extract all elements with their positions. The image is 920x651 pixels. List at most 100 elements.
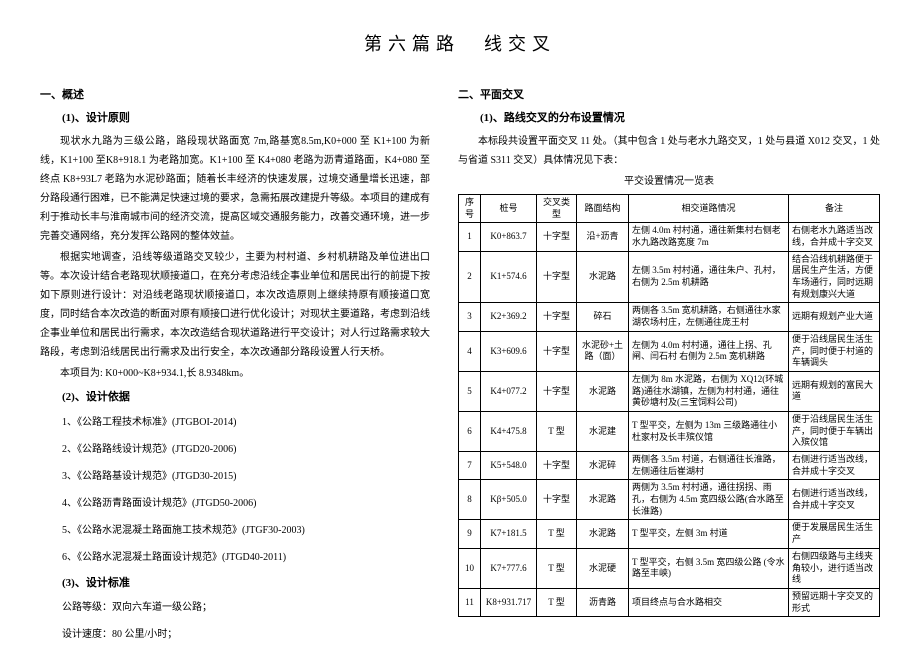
intersection-table: 序号 桩号 交叉类型 路面结构 相交道路情况 备注 1K0+863.7十字型沿+… [458,194,880,617]
table-cell: 十字型 [537,223,577,251]
table-cell: 两侧为 3.5m 村村通，通往拐拐、雨孔，右侧为 4.5m 宽四级公路(合水路至… [629,480,789,520]
table-cell: 8 [459,480,481,520]
table-cell: 左侧为 4.0m 村村通，通往上拐、孔闸、闫石村 右侧为 2.5m 宽机耕路 [629,331,789,371]
table-cell: K7+777.6 [481,548,537,588]
heading-design-principle: (1)、设计原则 [62,110,430,128]
table-cell: K2+369.2 [481,303,537,331]
table-cell: 左侧 4.0m 村村通，通往新集村右侧老水九路改路宽度 7m [629,223,789,251]
th-remark: 备注 [789,194,880,222]
table-cell: 便于沿线居民生活生产，同时便于车辆出入殡仪馆 [789,411,880,451]
table-cell: 结合沿线机耕路便于居民生产生活，方便车场通行，同时远期有规划康兴大道 [789,251,880,303]
heading-design-standard: (3)、设计标准 [62,575,430,593]
basis-item: 3、《公路路基设计规范》(JTGD30-2015) [62,466,430,488]
table-cell: T 型平交，左侧为 13m 三级路通往小杜家村及长丰殡仪馆 [629,411,789,451]
table-cell: 水泥碎 [577,452,629,480]
standard-item: 公路等级：双向六车道一级公路； [62,597,430,619]
table-cell: 水泥建 [577,411,629,451]
table-cell: 右侧老水九路适当改线，合并成十字交叉 [789,223,880,251]
table-cell: K5+548.0 [481,452,537,480]
th-intersection: 相交道路情况 [629,194,789,222]
table-cell: 右侧四级路与主线夹角较小，进行适当改线 [789,548,880,588]
table-cell: 十字型 [537,303,577,331]
overview-para-3: 本项目为: K0+000~K8+934.1,长 8.9348km。 [40,364,430,383]
th-seq: 序号 [459,194,481,222]
overview-para-1: 现状水九路为三级公路，路段现状路面宽 7m,路基宽8.5m,K0+000 至 K… [40,132,430,246]
table-cell: 7 [459,452,481,480]
table-row: 4K3+609.6十字型水泥砂+土路（面）左侧为 4.0m 村村通，通往上拐、孔… [459,331,880,371]
table-cell: 两侧各 3.5m 宽机耕路，右侧通往水家湖农场村庄，左侧通往庞王村 [629,303,789,331]
table-cell: 5 [459,371,481,411]
table-header-row: 序号 桩号 交叉类型 路面结构 相交道路情况 备注 [459,194,880,222]
table-cell: K0+863.7 [481,223,537,251]
table-row: 11K8+931.717T 型沥青路项目终点与合水路相交预留远期十字交叉的形式 [459,588,880,616]
standard-item: 设计速度：80 公里/小时； [62,624,430,646]
table-row: 10K7+777.6T 型水泥硬T 型平交，右侧 3.5m 宽四级公路 (令水路… [459,548,880,588]
basis-item: 1、《公路工程技术标准》(JTGBOI-2014) [62,412,430,434]
table-cell: K8+931.717 [481,588,537,616]
table-cell: 便于沿线居民生活生产，同时便于村道的车辆调头 [789,331,880,371]
table-row: 2K1+574.6十字型水泥路左侧 3.5m 村村通，通往朱户、孔村，右侧为 2… [459,251,880,303]
table-row: 7K5+548.0十字型水泥碎两侧各 3.5m 村道，右侧通往长淮路，左侧通往后… [459,452,880,480]
table-cell: 水泥路 [577,520,629,548]
heading-plane-cross: 二、平面交叉 [458,87,880,105]
table-cell: 左侧为 8m 水泥路，右侧为 XQ12(环城路)通往水湖镇，左侧为村村通，通往黄… [629,371,789,411]
table-cell: Kβ+505.0 [481,480,537,520]
table-caption: 平交设置情况一览表 [458,174,880,190]
table-body: 1K0+863.7十字型沿+沥青左侧 4.0m 村村通，通往新集村右侧老水九路改… [459,223,880,617]
table-cell: T 型 [537,548,577,588]
table-cell: 远期有规划的富民大道 [789,371,880,411]
table-cell: 预留远期十字交叉的形式 [789,588,880,616]
table-cell: K1+574.6 [481,251,537,303]
table-cell: T 型平交，左侧 3m 村道 [629,520,789,548]
left-column: 一、概述 (1)、设计原则 现状水九路为三级公路，路段现状路面宽 7m,路基宽8… [40,79,430,651]
table-cell: 沥青路 [577,588,629,616]
table-cell: 两侧各 3.5m 村道，右侧通往长淮路，左侧通往后崔湖村 [629,452,789,480]
table-cell: 十字型 [537,480,577,520]
table-row: 9K7+181.5T 型水泥路T 型平交，左侧 3m 村道便于发展居民生活生产 [459,520,880,548]
table-cell: K4+077.2 [481,371,537,411]
overview-para-2: 根据实地调查，沿线等级道路交叉较少，主要为村村道、乡村机耕路及单位进出口等。本次… [40,248,430,362]
table-cell: 十字型 [537,452,577,480]
th-stake: 桩号 [481,194,537,222]
table-cell: 十字型 [537,371,577,411]
table-cell: 左侧 3.5m 村村通，通往朱户、孔村，右侧为 2.5m 机耕路 [629,251,789,303]
table-cell: T 型 [537,411,577,451]
table-cell: 水泥砂+土路（面） [577,331,629,371]
table-cell: 右侧进行适当改线，合并成十字交叉 [789,480,880,520]
basis-item: 5、《公路水泥混凝土路面施工技术规范》(JTGF30-2003) [62,520,430,542]
basis-item: 6、《公路水泥混凝土路面设计规范》(JTGD40-2011) [62,547,430,569]
table-cell: 碎石 [577,303,629,331]
table-cell: K3+609.6 [481,331,537,371]
table-row: 5K4+077.2十字型水泥路左侧为 8m 水泥路，右侧为 XQ12(环城路)通… [459,371,880,411]
plane-para-1: 本标段共设置平面交叉 11 处。（其中包含 1 处与老水九路交叉，1 处与县道 … [458,132,880,170]
table-cell: 十字型 [537,251,577,303]
table-cell: 1 [459,223,481,251]
table-cell: 项目终点与合水路相交 [629,588,789,616]
table-cell: 水泥路 [577,480,629,520]
table-cell: 水泥硬 [577,548,629,588]
table-cell: 2 [459,251,481,303]
table-row: 1K0+863.7十字型沿+沥青左侧 4.0m 村村通，通往新集村右侧老水九路改… [459,223,880,251]
table-row: 6K4+475.8T 型水泥建T 型平交，左侧为 13m 三级路通往小杜家村及长… [459,411,880,451]
right-column: 二、平面交叉 (1)、路线交叉的分布设置情况 本标段共设置平面交叉 11 处。（… [458,79,880,651]
table-row: 8Kβ+505.0十字型水泥路两侧为 3.5m 村村通，通往拐拐、雨孔，右侧为 … [459,480,880,520]
table-cell: K7+181.5 [481,520,537,548]
table-cell: 沿+沥青 [577,223,629,251]
table-cell: 4 [459,331,481,371]
table-cell: T 型平交，右侧 3.5m 宽四级公路 (令水路至丰峡) [629,548,789,588]
table-cell: T 型 [537,588,577,616]
page-title: 第六篇路 线交叉 [40,30,880,59]
two-column-layout: 一、概述 (1)、设计原则 现状水九路为三级公路，路段现状路面宽 7m,路基宽8… [40,79,880,651]
heading-distribution: (1)、路线交叉的分布设置情况 [480,110,880,128]
table-cell: 11 [459,588,481,616]
table-cell: 右侧进行适当改线，合并成十字交叉 [789,452,880,480]
table-row: 3K2+369.2十字型碎石两侧各 3.5m 宽机耕路，右侧通往水家湖农场村庄，… [459,303,880,331]
th-surface: 路面结构 [577,194,629,222]
table-cell: 10 [459,548,481,588]
heading-design-basis: (2)、设计依据 [62,389,430,407]
table-cell: T 型 [537,520,577,548]
table-cell: 远期有规划产业大道 [789,303,880,331]
table-cell: 便于发展居民生活生产 [789,520,880,548]
table-cell: 3 [459,303,481,331]
table-cell: 水泥路 [577,371,629,411]
